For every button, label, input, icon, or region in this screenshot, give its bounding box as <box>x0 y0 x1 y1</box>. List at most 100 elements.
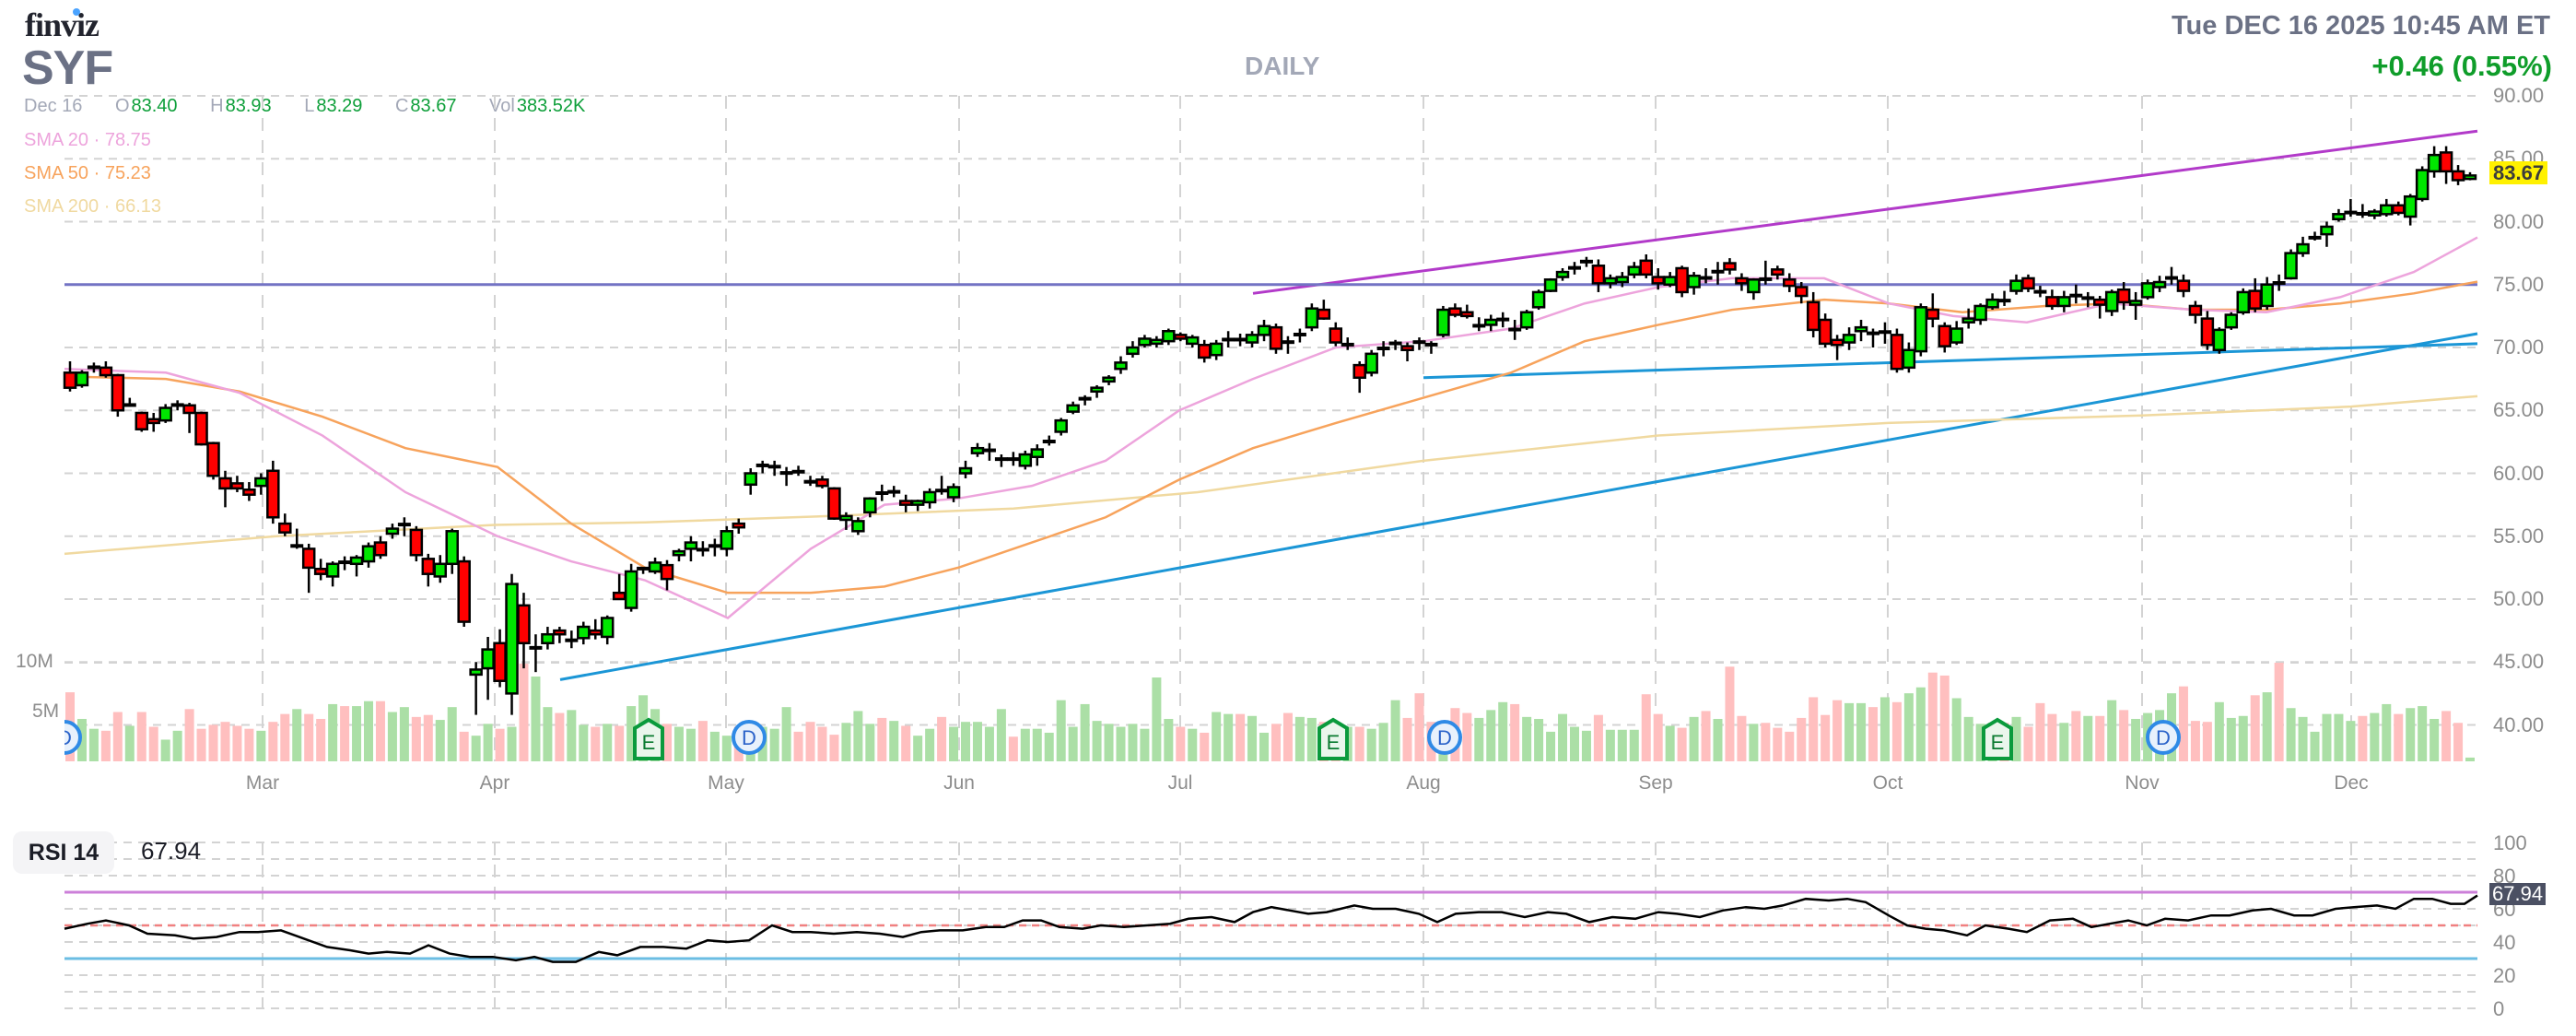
candlestick[interactable] <box>1472 317 1486 332</box>
candlestick[interactable] <box>755 460 769 474</box>
candlestick[interactable] <box>1317 300 1331 320</box>
candlestick[interactable] <box>457 556 471 628</box>
candlestick[interactable] <box>648 557 662 574</box>
candlestick[interactable] <box>2308 231 2322 241</box>
finviz-logo[interactable]: finviz <box>25 6 100 43</box>
candlestick[interactable] <box>1150 336 1164 347</box>
candlestick[interactable] <box>1878 322 1891 344</box>
candlestick[interactable] <box>612 573 626 601</box>
earnings-marker-icon[interactable]: E <box>632 717 665 761</box>
candlestick[interactable] <box>624 563 638 612</box>
lower-rising-support-line[interactable] <box>559 332 2478 681</box>
candlestick[interactable] <box>254 473 268 495</box>
candlestick[interactable] <box>1615 272 1630 288</box>
candlestick[interactable] <box>2116 282 2131 311</box>
candlestick[interactable] <box>517 593 531 669</box>
candlestick[interactable] <box>1555 268 1570 281</box>
candlestick[interactable] <box>1102 375 1116 385</box>
candlestick[interactable] <box>2284 249 2298 280</box>
candlestick[interactable] <box>1222 331 1235 347</box>
candlestick[interactable] <box>791 465 805 477</box>
candlestick[interactable] <box>1006 452 1020 466</box>
candlestick[interactable] <box>146 412 160 432</box>
flat-support-line[interactable] <box>1423 342 2478 380</box>
candlestick[interactable] <box>637 566 650 574</box>
candlestick[interactable] <box>1675 265 1689 298</box>
candlestick[interactable] <box>1400 342 1414 362</box>
earnings-marker-icon[interactable]: E <box>1981 717 2014 761</box>
candlestick[interactable] <box>553 627 567 643</box>
candlestick[interactable] <box>803 476 817 487</box>
candlestick[interactable] <box>1508 319 1522 340</box>
candlestick[interactable] <box>2260 277 2274 311</box>
candlestick[interactable] <box>1209 339 1224 360</box>
candlestick[interactable] <box>672 548 686 562</box>
candlestick[interactable] <box>1997 290 2011 306</box>
candlestick[interactable] <box>1269 324 1283 354</box>
candlestick[interactable] <box>863 497 877 518</box>
candlestick[interactable] <box>565 630 579 649</box>
candlestick[interactable] <box>898 494 913 512</box>
candlestick[interactable] <box>182 403 196 433</box>
candlestick[interactable] <box>732 518 746 535</box>
candlestick[interactable] <box>385 524 400 539</box>
candlestick[interactable] <box>1627 262 1642 278</box>
candlestick[interactable] <box>1341 337 1354 350</box>
candlestick[interactable] <box>1866 328 1879 347</box>
candlestick[interactable] <box>696 541 709 557</box>
candlestick[interactable] <box>313 559 328 581</box>
candlestick[interactable] <box>2380 198 2394 218</box>
candlestick[interactable] <box>1293 328 1306 343</box>
earnings-marker-icon[interactable]: E <box>1317 717 1350 761</box>
candlestick[interactable] <box>541 627 555 650</box>
candlestick[interactable] <box>1699 268 1713 284</box>
candlestick[interactable] <box>767 460 781 477</box>
upper-channel-line[interactable] <box>1252 129 2478 295</box>
candlestick[interactable] <box>1364 349 1378 377</box>
candlestick[interactable] <box>577 621 591 645</box>
candlestick[interactable] <box>505 573 519 715</box>
candlestick[interactable] <box>1663 272 1677 288</box>
dividend-marker-icon[interactable]: D <box>1426 719 1463 756</box>
candlestick[interactable] <box>1914 303 1928 357</box>
candlestick[interactable] <box>2356 204 2370 218</box>
candlestick[interactable] <box>1460 304 1474 319</box>
candlestick[interactable] <box>2104 289 2119 316</box>
candlestick[interactable] <box>1854 319 1868 342</box>
candlestick[interactable] <box>2296 236 2310 257</box>
candlestick[interactable] <box>922 488 937 509</box>
candlestick[interactable] <box>875 484 889 501</box>
candlestick[interactable] <box>1902 342 1916 373</box>
candlestick[interactable] <box>1985 293 1999 311</box>
candlestick[interactable] <box>1030 444 1045 466</box>
candlestick[interactable] <box>1281 336 1294 354</box>
candlestick[interactable] <box>1245 331 1259 347</box>
candlestick[interactable] <box>2057 290 2071 312</box>
candlestick[interactable] <box>1436 305 1450 338</box>
candlestick[interactable] <box>2140 279 2155 300</box>
dividend-marker-icon[interactable]: D <box>731 719 767 756</box>
candlestick[interactable] <box>1950 321 1963 346</box>
candlestick[interactable] <box>409 525 424 562</box>
candlestick[interactable] <box>123 397 136 407</box>
candlestick[interactable] <box>2069 284 2083 304</box>
candlestick[interactable] <box>1747 277 1761 300</box>
candlestick[interactable] <box>982 442 996 461</box>
candlestick[interactable] <box>1735 273 1749 291</box>
candlestick[interactable] <box>1579 256 1593 267</box>
candlestick[interactable] <box>445 528 459 574</box>
candlestick[interactable] <box>1842 327 1856 350</box>
candlestick[interactable] <box>887 486 901 498</box>
candlestick[interactable] <box>1162 328 1176 346</box>
candlestick[interactable] <box>135 411 149 432</box>
candlestick[interactable] <box>1723 258 1737 275</box>
candlestick[interactable] <box>600 615 615 645</box>
candlestick[interactable] <box>1783 273 1797 292</box>
candlestick[interactable] <box>338 556 352 571</box>
candlestick[interactable] <box>2439 146 2453 184</box>
candlestick[interactable] <box>1054 418 1068 436</box>
candlestick[interactable] <box>2415 166 2430 202</box>
candlestick[interactable] <box>529 634 543 673</box>
candlestick[interactable] <box>1066 401 1080 415</box>
candlestick[interactable] <box>1890 328 1904 373</box>
